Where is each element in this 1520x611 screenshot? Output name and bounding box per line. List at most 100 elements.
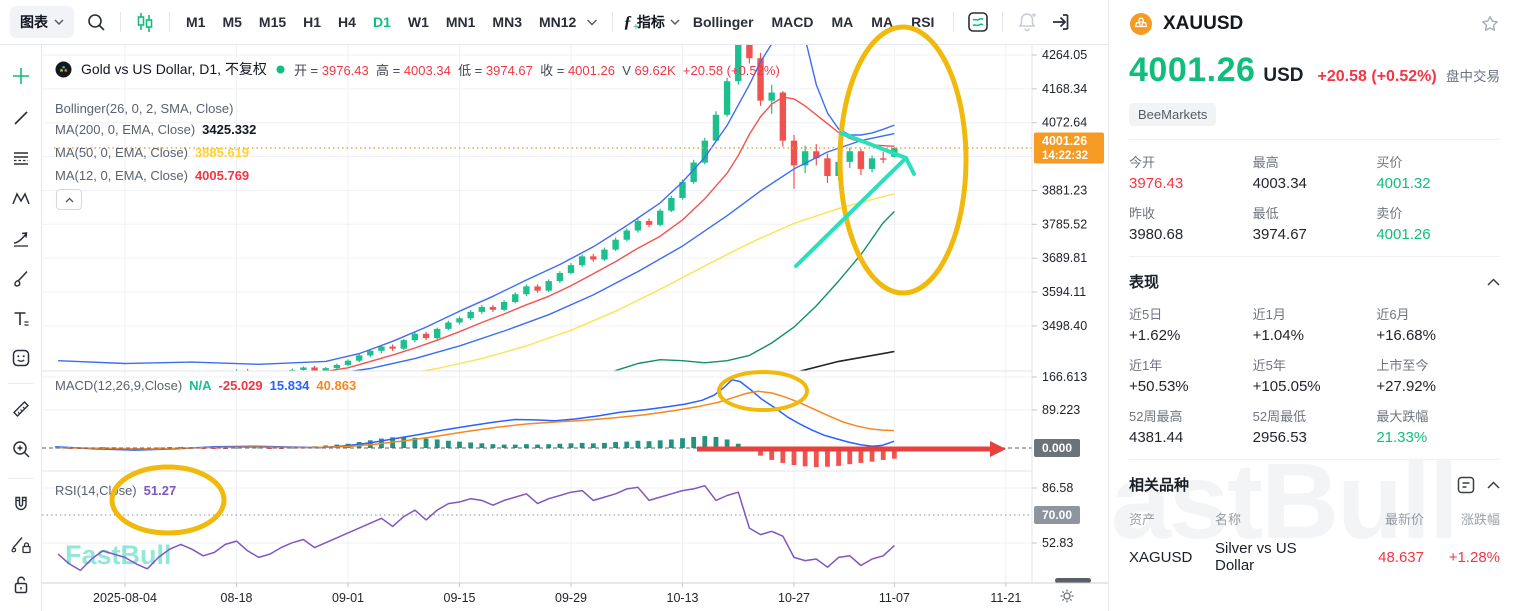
timeframe-mn12[interactable]: MN12 xyxy=(538,14,577,30)
signout-icon[interactable] xyxy=(1047,8,1075,36)
timeframe-mn1[interactable]: MN1 xyxy=(445,14,476,30)
sidebar-divider xyxy=(8,478,34,479)
related-header: 相关品种 xyxy=(1129,474,1500,495)
toolbar-divider xyxy=(169,12,170,32)
axis-settings-gear-icon[interactable] xyxy=(1060,589,1074,603)
stat-label: 近6月 xyxy=(1376,307,1410,322)
macd-legend[interactable]: MACD(12,26,9,Close) N/A -25.029 15.834 40.86… xyxy=(55,378,357,393)
indicator-button-bollinger[interactable]: Bollinger xyxy=(692,14,754,30)
market-open-dot xyxy=(276,65,285,73)
candle-series xyxy=(58,45,898,371)
price-chart[interactable]: FastBull 4264.054168.344072.643881.23378… xyxy=(42,45,1108,611)
ohlc-label: 收 = xyxy=(540,62,568,78)
svg-text:09-01: 09-01 xyxy=(332,591,364,605)
toolbar-divider xyxy=(953,12,955,32)
ohlc-label: 高 = xyxy=(376,62,404,78)
ohlc-label: 低 = xyxy=(458,62,486,78)
timeframe-m15[interactable]: M15 xyxy=(258,14,287,30)
macd-value: N/A xyxy=(189,378,212,393)
chart-menu-button[interactable]: 图表 xyxy=(10,6,74,38)
magnet-icon[interactable] xyxy=(9,492,33,516)
timeframe-h1[interactable]: H1 xyxy=(303,14,322,30)
chevron-down-icon xyxy=(670,19,680,25)
macd-series xyxy=(54,379,897,468)
time-axis[interactable] xyxy=(42,583,1108,611)
svg-text:14:22:32: 14:22:32 xyxy=(1042,150,1088,162)
ma50-legend[interactable]: MA(50, 0, EMA, Close) 3885.619 xyxy=(55,145,250,160)
zoom-in-icon[interactable] xyxy=(9,437,33,461)
unlock-icon[interactable] xyxy=(9,572,33,596)
brush-icon[interactable] xyxy=(9,266,33,290)
stat-label: 52周最低 xyxy=(1252,409,1307,424)
brush-lock-icon[interactable] xyxy=(9,532,33,556)
stat-value: 2956.53 xyxy=(1252,429,1307,446)
stat-value: +1.04% xyxy=(1252,327,1304,344)
pattern-icon[interactable] xyxy=(9,186,33,210)
indicators-menu-label: 指标 xyxy=(636,14,665,30)
chevron-up-icon[interactable] xyxy=(1487,277,1500,286)
timeframe-m1[interactable]: M1 xyxy=(186,14,206,30)
portfolio-list-icon[interactable] xyxy=(1457,476,1475,494)
candlestick-style-icon[interactable] xyxy=(131,8,159,36)
stat-label: 最大跌幅 xyxy=(1376,409,1429,424)
emoji-icon[interactable] xyxy=(9,346,33,370)
trend-line-icon[interactable] xyxy=(9,106,33,130)
collapse-pane-button[interactable] xyxy=(56,189,82,210)
svg-text:3881.23: 3881.23 xyxy=(1042,183,1087,197)
related-row-asset[interactable]: XAGUSD xyxy=(1129,548,1193,566)
indicators-menu-button[interactable]: ƒ + 指标 xyxy=(623,12,680,33)
svg-text:3594.11: 3594.11 xyxy=(1042,285,1086,299)
related-table: XAGUSD Silver vs US Dollar 48.637 +1.28% xyxy=(1129,528,1500,574)
timeframe-w1[interactable]: W1 xyxy=(407,14,429,30)
favorite-star-icon[interactable] xyxy=(1480,14,1500,34)
stat-value: 4003.34 xyxy=(1252,175,1307,192)
performance-stat: 52周最高 4381.44 xyxy=(1129,406,1253,446)
fib-lines-icon[interactable] xyxy=(9,146,33,170)
svg-text:4168.34: 4168.34 xyxy=(1042,82,1087,96)
ma12-legend[interactable]: MA(12, 0, EMA, Close) 4005.769 xyxy=(55,168,250,183)
timeframe-m5[interactable]: M5 xyxy=(222,14,242,30)
crosshair-plus-icon[interactable] xyxy=(9,64,33,88)
performance-stat: 52周最低 2956.53 xyxy=(1253,406,1377,446)
performance-grid: 近5日 +1.62% 近1月 +1.04% 近6月 +16.68% 近1年 +50.53% 近5… xyxy=(1129,304,1500,446)
performance-stat: 近1月 +1.04% xyxy=(1253,304,1377,344)
indicator-button-macd[interactable]: MACD xyxy=(771,14,814,30)
timeframe-h4[interactable]: H4 xyxy=(338,14,356,30)
quote-stat: 昨收 3980.68 xyxy=(1129,203,1253,243)
search-icon[interactable] xyxy=(82,8,110,36)
drawing-tools-sidebar xyxy=(0,45,42,611)
stat-value: +27.92% xyxy=(1376,378,1436,395)
related-col-header: 涨跌幅 xyxy=(1460,512,1500,527)
rsi-legend[interactable]: RSI(14,Close) 51.27 xyxy=(55,483,177,498)
performance-stat: 近6月 +16.68% xyxy=(1376,304,1500,344)
pane-resize-handle[interactable] xyxy=(1055,578,1091,583)
toolbar-divider xyxy=(612,12,614,32)
quote-panel: XAUUSD 4001.26 USD +20.58 (+0.52%) 盘中交易 … xyxy=(1108,0,1520,611)
quote-stat: 买价 4001.32 xyxy=(1376,152,1500,192)
stat-value: +105.05% xyxy=(1252,378,1321,395)
bollinger-legend[interactable]: Bollinger(26, 0, 2, SMA, Close) xyxy=(55,101,234,116)
timeframe-d1[interactable]: D1 xyxy=(372,14,391,30)
ruler-icon[interactable] xyxy=(9,397,33,421)
svg-text:3498.40: 3498.40 xyxy=(1042,319,1087,333)
related-row-change: +1.28% xyxy=(1448,548,1500,566)
stat-label: 最高 xyxy=(1252,155,1279,170)
indicator-button-rsi[interactable]: RSI xyxy=(911,14,935,30)
arrow-curve-icon[interactable] xyxy=(9,226,33,250)
ma200-legend[interactable]: MA(200, 0, EMA, Close) 3425.332 xyxy=(55,122,257,137)
timeframe-chevron-icon[interactable] xyxy=(586,19,598,26)
layout-icon[interactable] xyxy=(964,8,992,36)
gold-symbol-icon xyxy=(55,61,72,77)
broker-badge[interactable]: BeeMarkets xyxy=(1129,103,1217,126)
chevron-up-icon[interactable] xyxy=(1487,480,1500,489)
text-icon[interactable] xyxy=(9,306,33,330)
indicator-button-ma-3[interactable]: MA xyxy=(871,14,894,30)
timeframe-mn3[interactable]: MN3 xyxy=(492,14,522,30)
alert-bell-icon[interactable] xyxy=(1013,8,1041,36)
ohlc-value: 3974.67 xyxy=(485,62,533,78)
stat-label: 买价 xyxy=(1376,155,1403,170)
indicator-button-ma-2[interactable]: MA xyxy=(831,14,854,30)
indicator-shortcut-group: Bollinger MACD MA MA RSI xyxy=(684,14,944,30)
stat-label: 52周最高 xyxy=(1129,409,1183,424)
related-row-name[interactable]: Silver vs US Dollar xyxy=(1215,540,1297,574)
